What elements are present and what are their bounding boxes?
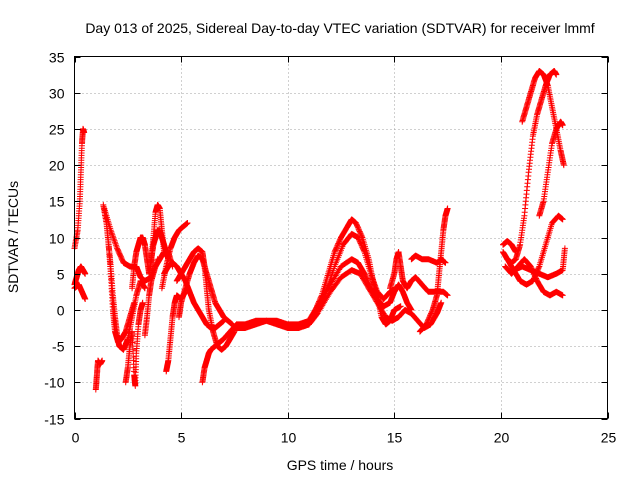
series-track-24: [416, 205, 451, 335]
y-tick-label: -5: [52, 339, 65, 355]
y-tick-label: 5: [57, 267, 65, 283]
point-marks-track-24: [416, 205, 451, 335]
series-track-8: [122, 299, 146, 389]
point-marks-track-8: [122, 299, 146, 389]
series-track-12: [163, 288, 189, 375]
point-marks-track-30: [510, 245, 568, 281]
y-tick-label: 15: [49, 194, 65, 210]
point-marks-track-25: [500, 238, 519, 255]
x-tick-label: 25: [601, 430, 617, 446]
x-tick-label: 5: [178, 430, 186, 446]
point-marks-track-12: [163, 288, 189, 375]
x-tick-label: 15: [387, 430, 403, 446]
data-points: [71, 68, 568, 393]
point-marks-track-21: [316, 267, 445, 331]
series-track-1: [71, 125, 88, 252]
point-marks-track-1: [71, 125, 88, 252]
y-tick-label: 35: [49, 50, 65, 66]
series-track-31: [536, 118, 566, 219]
series-track-16: [176, 252, 236, 328]
point-marks-track-16: [176, 252, 236, 328]
y-tick-label: -15: [44, 412, 64, 428]
series-track-7: [105, 241, 148, 353]
point-marks-track-7: [105, 241, 148, 353]
y-tick-label: 20: [49, 158, 65, 174]
point-marks-track-4: [92, 357, 106, 393]
point-marks-track-11: [146, 227, 172, 277]
series-track-30: [510, 245, 568, 281]
point-marks-track-22: [387, 249, 451, 299]
y-tick-label: 25: [49, 122, 65, 138]
series-track-4: [92, 357, 106, 393]
series-track-11: [146, 227, 172, 277]
y-tick-label: 10: [49, 231, 65, 247]
x-tick-label: 20: [494, 430, 510, 446]
y-tick-label: 0: [57, 303, 65, 319]
chart-title: Day 013 of 2025, Sidereal Day-to-day VTE…: [85, 20, 594, 36]
point-marks-track-31: [536, 118, 566, 219]
plot-frame: [74, 56, 608, 419]
y-tick-label: -10: [44, 375, 64, 391]
x-tick-label: 0: [72, 430, 80, 446]
y-axis-title: SDTVAR / TECUs: [5, 181, 21, 293]
point-marks-track-27: [519, 68, 567, 169]
series-track-27: [519, 68, 567, 169]
x-tick-label: 10: [281, 430, 297, 446]
series-track-25: [500, 238, 519, 255]
series-track-21: [316, 267, 445, 331]
x-axis-title: GPS time / hours: [287, 457, 394, 473]
axes: 0 5 10 15 20 25 -15 -10 -5 0 5 10 15 20 25 30 35: [44, 50, 616, 446]
series-track-22: [387, 249, 451, 299]
y-tick-label: 30: [49, 86, 65, 102]
